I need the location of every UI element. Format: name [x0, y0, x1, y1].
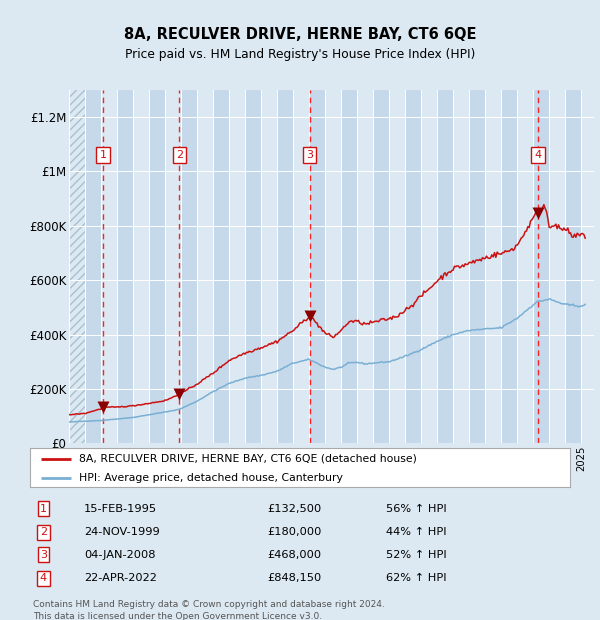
Bar	[69, 90, 85, 443]
Text: 4: 4	[535, 150, 542, 160]
Text: 4: 4	[40, 574, 47, 583]
Text: 56% ↑ HPI: 56% ↑ HPI	[386, 503, 447, 514]
Bar	[485, 90, 501, 443]
Bar	[293, 90, 309, 443]
Bar	[69, 90, 85, 443]
Text: £180,000: £180,000	[268, 527, 322, 537]
Bar	[149, 90, 165, 443]
Bar	[101, 90, 117, 443]
Bar	[181, 90, 197, 443]
Bar	[357, 90, 373, 443]
Bar	[277, 90, 293, 443]
Text: Price paid vs. HM Land Registry's House Price Index (HPI): Price paid vs. HM Land Registry's House …	[125, 48, 475, 61]
Bar	[197, 90, 213, 443]
Text: 8A, RECULVER DRIVE, HERNE BAY, CT6 6QE: 8A, RECULVER DRIVE, HERNE BAY, CT6 6QE	[124, 27, 476, 42]
Bar	[165, 90, 181, 443]
Bar	[213, 90, 229, 443]
Bar	[261, 90, 277, 443]
Bar	[421, 90, 437, 443]
Text: 62% ↑ HPI: 62% ↑ HPI	[386, 574, 447, 583]
Bar	[133, 90, 149, 443]
Bar	[389, 90, 405, 443]
Bar	[501, 90, 517, 443]
Text: HPI: Average price, detached house, Canterbury: HPI: Average price, detached house, Cant…	[79, 473, 343, 483]
Bar	[453, 90, 469, 443]
Bar	[245, 90, 261, 443]
Text: 04-JAN-2008: 04-JAN-2008	[84, 550, 155, 560]
Text: 24-NOV-1999: 24-NOV-1999	[84, 527, 160, 537]
Text: £468,000: £468,000	[268, 550, 322, 560]
Text: 15-FEB-1995: 15-FEB-1995	[84, 503, 157, 514]
Bar	[517, 90, 533, 443]
Text: £848,150: £848,150	[268, 574, 322, 583]
Bar	[437, 90, 453, 443]
Text: 3: 3	[40, 550, 47, 560]
Text: Contains HM Land Registry data © Crown copyright and database right 2024.
This d: Contains HM Land Registry data © Crown c…	[33, 600, 385, 620]
Bar	[533, 90, 549, 443]
Text: 1: 1	[40, 503, 47, 514]
Bar	[549, 90, 565, 443]
Text: 2: 2	[40, 527, 47, 537]
Bar	[405, 90, 421, 443]
Bar	[565, 90, 581, 443]
Bar	[117, 90, 133, 443]
Bar	[373, 90, 389, 443]
Bar	[325, 90, 341, 443]
Text: 44% ↑ HPI: 44% ↑ HPI	[386, 527, 447, 537]
Text: 22-APR-2022: 22-APR-2022	[84, 574, 157, 583]
Text: 52% ↑ HPI: 52% ↑ HPI	[386, 550, 447, 560]
Bar	[85, 90, 101, 443]
Bar	[581, 90, 597, 443]
Bar	[309, 90, 325, 443]
Text: 2: 2	[176, 150, 183, 160]
Bar	[229, 90, 245, 443]
Text: 3: 3	[306, 150, 313, 160]
Text: 8A, RECULVER DRIVE, HERNE BAY, CT6 6QE (detached house): 8A, RECULVER DRIVE, HERNE BAY, CT6 6QE (…	[79, 454, 416, 464]
Text: £132,500: £132,500	[268, 503, 322, 514]
Bar	[469, 90, 485, 443]
Bar	[341, 90, 357, 443]
Text: 1: 1	[100, 150, 106, 160]
